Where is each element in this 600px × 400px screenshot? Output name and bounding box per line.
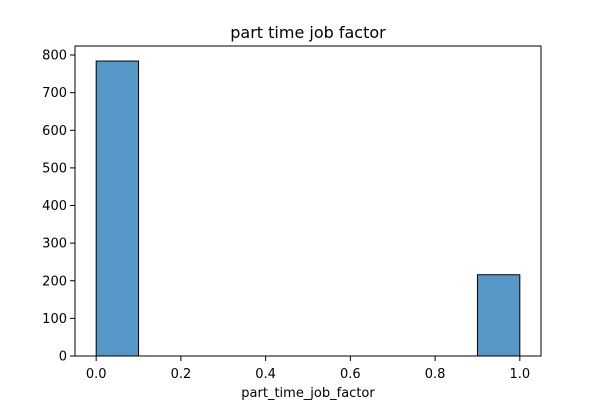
x-tick-label-2: 0.4 (255, 367, 276, 382)
y-tick-label-3: 300 (42, 237, 67, 252)
y-tick-label-1: 100 (42, 312, 67, 327)
y-tick-label-6: 600 (42, 124, 67, 139)
plot-area (75, 46, 541, 356)
x-tick-label-5: 1.0 (509, 367, 530, 382)
x-tick-label-0: 0.0 (86, 367, 107, 382)
x-tick-label-4: 0.8 (425, 367, 446, 382)
histogram-bar-0 (95, 60, 140, 357)
histogram-bar-1 (476, 274, 521, 357)
x-axis-label: part_time_job_factor (241, 386, 375, 400)
x-tick-label-3: 0.6 (340, 367, 361, 382)
y-axis-ticks: 0 100 200 300 400 500 600 700 800 (42, 49, 75, 365)
x-axis-ticks: 0.0 0.2 0.4 0.6 0.8 1.0 (86, 356, 530, 382)
y-tick-label-7: 700 (42, 86, 67, 101)
y-tick-label-2: 200 (42, 274, 67, 289)
plot-frame (74, 45, 542, 357)
y-tick-label-5: 500 (42, 161, 67, 176)
bars-group (95, 60, 521, 357)
y-tick-label-0: 0 (59, 350, 67, 365)
y-tick-label-4: 400 (42, 199, 67, 214)
chart-title: part time job factor (230, 23, 386, 42)
x-tick-label-1: 0.2 (171, 367, 192, 382)
y-tick-label-8: 800 (42, 49, 67, 64)
